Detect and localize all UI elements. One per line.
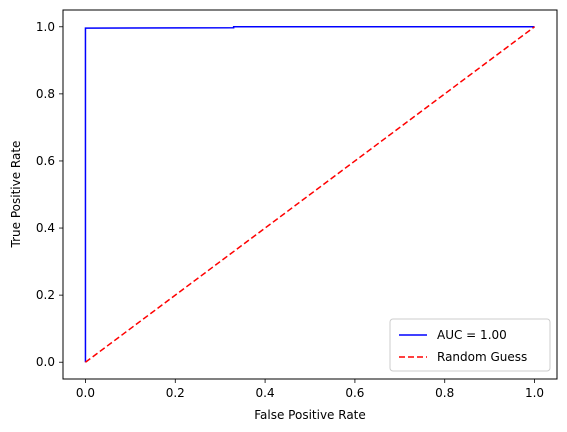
- y-tick-label: 1.0: [36, 20, 55, 34]
- x-tick-label: 0.0: [76, 386, 95, 400]
- x-tick-label: 0.6: [345, 386, 364, 400]
- legend-label-auc: AUC = 1.00: [437, 328, 507, 342]
- x-axis-ticks: 0.0 0.2 0.4 0.6 0.8 1.0: [76, 379, 544, 400]
- series-line-1: [85, 26, 535, 363]
- y-tick-label: 0.2: [36, 288, 55, 302]
- x-tick-label: 0.8: [435, 386, 454, 400]
- y-tick-label: 0.6: [36, 154, 55, 168]
- legend-label-random: Random Guess: [437, 350, 527, 364]
- legend: AUC = 1.00 Random Guess: [389, 318, 551, 372]
- x-tick-label: 0.4: [256, 386, 275, 400]
- y-tick-label: 0.8: [36, 87, 55, 101]
- x-axis-title: False Positive Rate: [254, 408, 366, 422]
- y-axis-ticks: 0.0 0.2 0.4 0.6 0.8 1.0: [36, 20, 63, 369]
- legend-box: [389, 318, 551, 372]
- y-axis-title: True Positive Rate: [9, 141, 23, 249]
- x-tick-label: 0.2: [166, 386, 185, 400]
- x-tick-label: 1.0: [525, 386, 544, 400]
- axes-frame: [62, 9, 558, 380]
- y-tick-label: 0.4: [36, 221, 55, 235]
- plot-area: [84, 26, 535, 363]
- series-line-0: [84, 26, 535, 363]
- y-tick-label: 0.0: [36, 355, 55, 369]
